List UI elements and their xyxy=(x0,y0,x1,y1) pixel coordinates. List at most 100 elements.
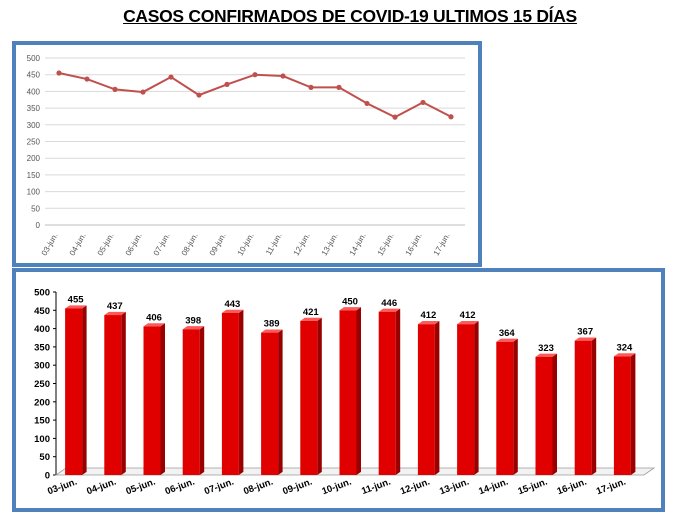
line-x-tick-label: 14-jun. xyxy=(348,232,368,258)
bar xyxy=(574,340,592,475)
bar xyxy=(417,324,435,475)
line-y-tick-label: 150 xyxy=(27,171,41,180)
line-x-tick-label: 06-jun. xyxy=(124,232,144,258)
bar-x-tick-label: 16-jun. xyxy=(556,476,589,497)
bar xyxy=(143,326,161,475)
bar xyxy=(261,332,279,475)
bar xyxy=(104,315,122,475)
line-y-tick-label: 50 xyxy=(31,204,40,213)
bar-side xyxy=(552,353,557,475)
bar-x-tick-label: 14-jun. xyxy=(477,476,510,497)
bar-x-tick-label: 03-jun. xyxy=(46,476,79,497)
bar-top xyxy=(104,311,126,316)
line-point xyxy=(196,92,202,98)
line-x-tick-label: 07-jun. xyxy=(152,232,172,258)
bar-x-tick-label: 13-jun. xyxy=(438,476,471,497)
bar-data-label: 412 xyxy=(420,310,436,321)
bar-top xyxy=(339,307,361,311)
bar-top xyxy=(457,321,479,325)
bar-side xyxy=(238,309,244,475)
bar-data-label: 389 xyxy=(264,319,280,330)
bar-x-tick-label: 15-jun. xyxy=(516,476,549,497)
line-x-tick-label: 13-jun. xyxy=(320,232,340,258)
line-y-tick-label: 0 xyxy=(36,221,41,230)
line-x-tick-label: 17-jun. xyxy=(432,232,452,258)
bar xyxy=(378,311,396,475)
line-x-tick-label: 15-jun. xyxy=(376,232,396,258)
bar-side xyxy=(199,326,205,475)
line-x-tick-label: 09-jun. xyxy=(208,232,228,258)
bar-y-tick-label: 250 xyxy=(34,379,50,390)
line-y-tick-label: 450 xyxy=(27,71,41,80)
bar-data-label: 443 xyxy=(224,299,240,310)
bar-y-tick-label: 450 xyxy=(34,306,50,317)
line-point xyxy=(308,84,314,90)
bar-x-tick-label: 05-jun. xyxy=(124,476,157,497)
line-point xyxy=(392,114,398,120)
bar-x-tick-label: 10-jun. xyxy=(320,476,353,497)
line-point xyxy=(364,100,370,107)
line-point xyxy=(140,89,146,95)
bar-x-tick-label: 06-jun. xyxy=(164,476,197,497)
bar xyxy=(221,312,239,475)
line-x-tick-label: 03-jun. xyxy=(40,232,60,258)
bar-top xyxy=(300,317,322,321)
line-chart: 0 50 100 150 200 250 300 350 400 450 500 03-jun. 04-… xyxy=(27,54,465,258)
bar-y-tick-label: 50 xyxy=(39,452,50,463)
bar xyxy=(182,329,200,475)
bar-side xyxy=(395,308,401,475)
line-point xyxy=(252,72,258,78)
bar-data-label: 367 xyxy=(577,327,593,338)
bar-top xyxy=(574,337,597,341)
line-y-tick-label: 100 xyxy=(27,188,41,197)
bar-top xyxy=(261,329,283,333)
bar-side xyxy=(160,323,165,475)
bar-data-label: 421 xyxy=(303,307,320,318)
line-x-tick-label: 11-jun. xyxy=(264,232,284,257)
bar-data-label: 450 xyxy=(342,296,358,307)
page-title: CASOS CONFIRMADOS DE COVID-19 ULTIMOS 15… xyxy=(123,6,577,26)
line-point xyxy=(336,84,342,90)
bar-top xyxy=(143,323,165,327)
bar-data-label: 406 xyxy=(146,312,162,323)
line-x-tick-label: 05-jun. xyxy=(96,232,116,258)
bar-x-tick-label: 11-jun. xyxy=(360,476,392,497)
bar-data-label: 398 xyxy=(185,315,201,326)
line-point xyxy=(112,86,118,92)
line-y-tick-label: 200 xyxy=(27,154,41,163)
bar-x-tick-label: 07-jun. xyxy=(203,476,236,497)
bar xyxy=(300,320,318,475)
bar xyxy=(496,341,514,475)
bar-y-tick-label: 350 xyxy=(34,342,50,353)
bar-top xyxy=(378,308,401,312)
line-series xyxy=(58,72,452,119)
line-x-tick-label: 08-jun. xyxy=(180,232,200,258)
bar-side xyxy=(82,305,87,475)
bar-x-tick-label: 12-jun. xyxy=(399,476,432,497)
bar-top xyxy=(182,326,205,330)
line-point xyxy=(224,81,230,87)
line-point xyxy=(448,114,454,120)
line-x-tick-label: 16-jun. xyxy=(404,232,424,258)
line-x-tick-label: 10-jun. xyxy=(236,232,256,258)
bar-y-tick-label: 400 xyxy=(34,324,50,335)
bar-top xyxy=(613,353,636,357)
bar-data-label: 437 xyxy=(107,301,123,312)
line-x-tick-label: 04-jun. xyxy=(68,232,88,258)
bar-y-tick-label: 100 xyxy=(34,434,50,445)
bar-data-label: 323 xyxy=(538,343,554,354)
line-x-tick-label: 12-jun. xyxy=(292,232,312,258)
bar-top xyxy=(221,309,244,313)
bar-x-tick-label: 17-jun. xyxy=(595,476,628,497)
bar xyxy=(613,356,631,475)
line-point xyxy=(420,99,426,106)
bar-y-tick-label: 150 xyxy=(34,416,50,427)
bar-y-tick-label: 500 xyxy=(34,288,50,299)
line-y-tick-label: 350 xyxy=(27,104,41,113)
bar-side xyxy=(513,338,518,475)
bar-data-label: 324 xyxy=(616,342,633,353)
line-point xyxy=(56,70,62,76)
line-y-tick-label: 300 xyxy=(27,121,41,130)
bar-side xyxy=(434,321,440,475)
bar-y-tick-label: 200 xyxy=(34,397,50,408)
